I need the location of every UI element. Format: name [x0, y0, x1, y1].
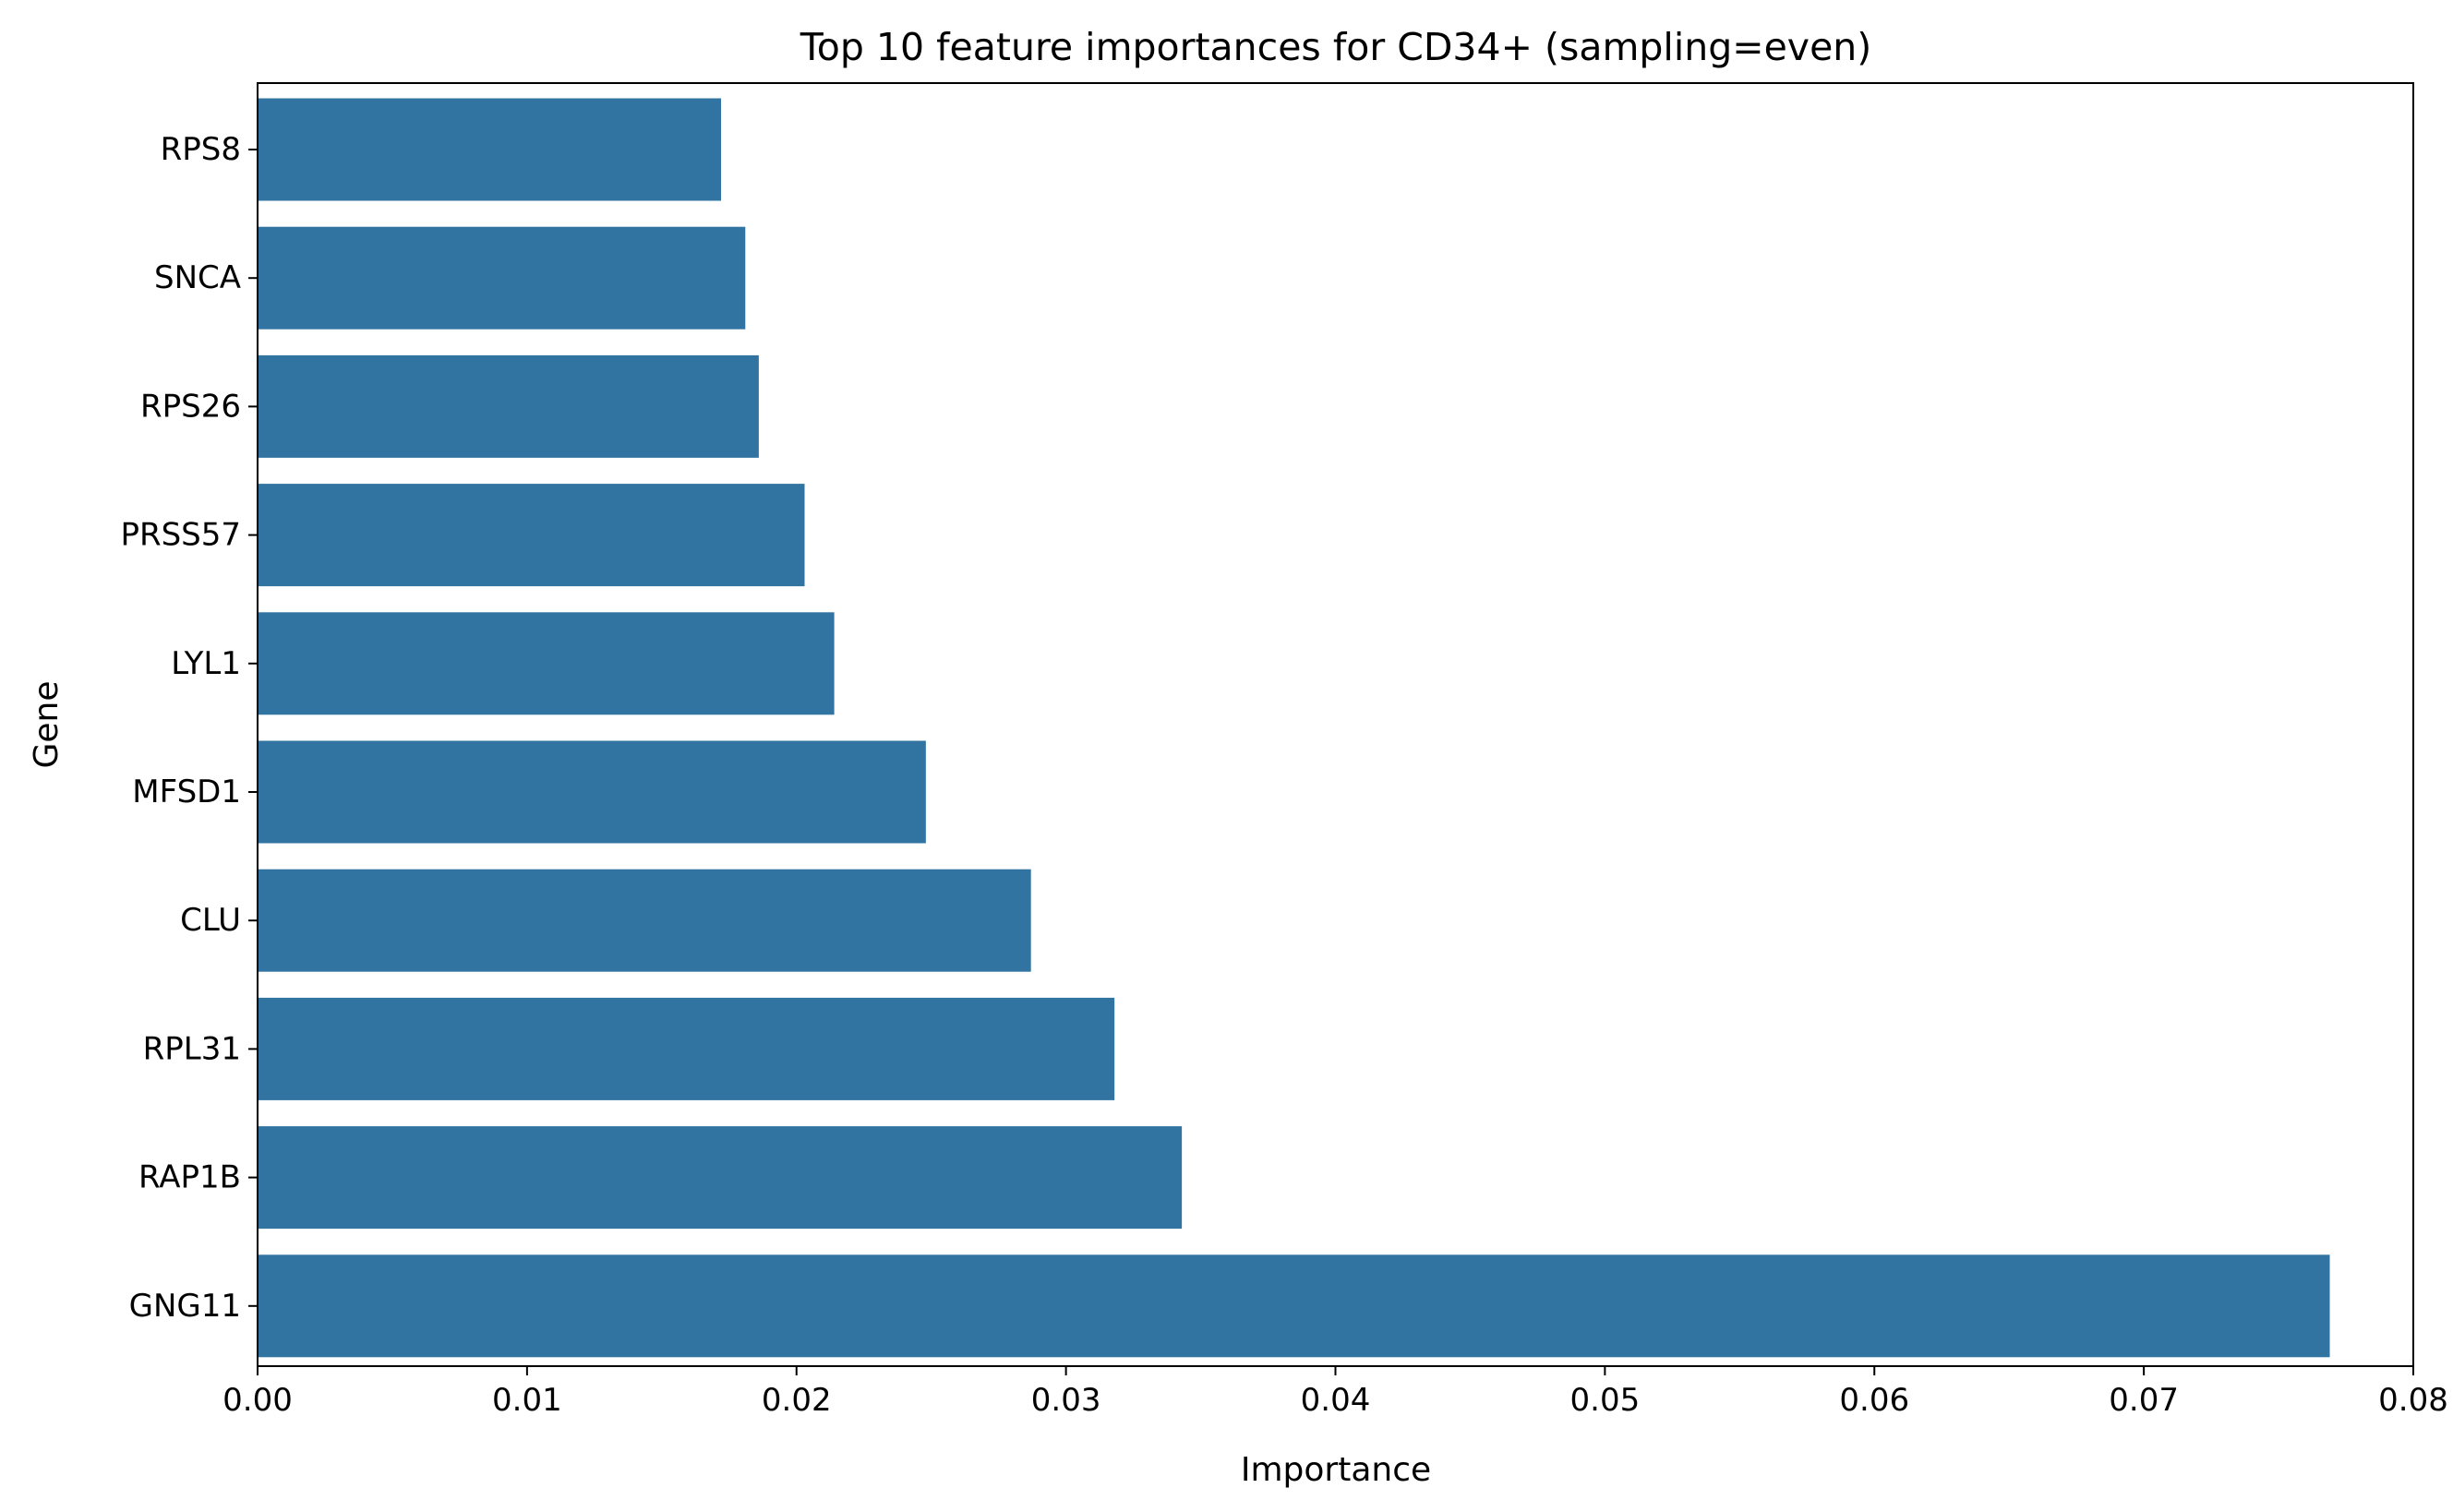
x-axis-label: Importance [1241, 1451, 1431, 1489]
x-tick-label: 0.06 [1839, 1382, 1909, 1419]
x-tick-label: 0.07 [2109, 1382, 2179, 1419]
x-tick-label: 0.05 [1570, 1382, 1641, 1419]
x-axis-ticks: 0.00 0.01 0.02 0.03 0.04 0.05 0.06 0.07 0.08 [222, 1366, 2448, 1419]
x-tick-label: 0.02 [762, 1382, 832, 1419]
x-tick-label: 0.08 [2378, 1382, 2448, 1419]
y-tick-label: SNCA [154, 259, 241, 296]
bar-rap1b [258, 1126, 1183, 1230]
x-tick-label: 0.03 [1031, 1382, 1101, 1419]
y-tick-label: RPS8 [161, 131, 241, 168]
y-tick-label: MFSD1 [132, 774, 241, 810]
y-tick-label: LYL1 [171, 645, 241, 682]
bar-gng11 [258, 1254, 2330, 1358]
x-tick-label: 0.00 [222, 1382, 293, 1419]
y-tick-label: GNG11 [129, 1288, 241, 1325]
bar-rps8 [258, 98, 722, 201]
plot-frame [257, 82, 2414, 1367]
y-axis-ticks: RPS8 SNCA RPS26 PRSS57 LYL1 MFSD1 CLU RPL31 RAP1… [120, 131, 258, 1325]
bar-clu [258, 869, 1031, 972]
bar-snca [258, 226, 746, 330]
x-tick-label: 0.01 [492, 1382, 562, 1419]
bar-rps26 [258, 354, 759, 458]
y-tick-label: RPS26 [140, 388, 241, 425]
bar-rpl31 [258, 997, 1115, 1100]
y-tick-label: PRSS57 [120, 517, 241, 554]
bars [258, 98, 2330, 1358]
bar-lyl1 [258, 612, 835, 715]
y-tick-label: CLU [180, 902, 241, 939]
bar-prss57 [258, 484, 805, 587]
chart-title: Top 10 feature importances for CD34+ (sa… [800, 25, 1872, 69]
bar-mfsd1 [258, 740, 926, 844]
y-tick-label: RAP1B [138, 1159, 241, 1196]
y-axis-label: Gene [28, 680, 66, 768]
x-tick-label: 0.04 [1301, 1382, 1371, 1419]
y-tick-label: RPL31 [143, 1030, 241, 1067]
